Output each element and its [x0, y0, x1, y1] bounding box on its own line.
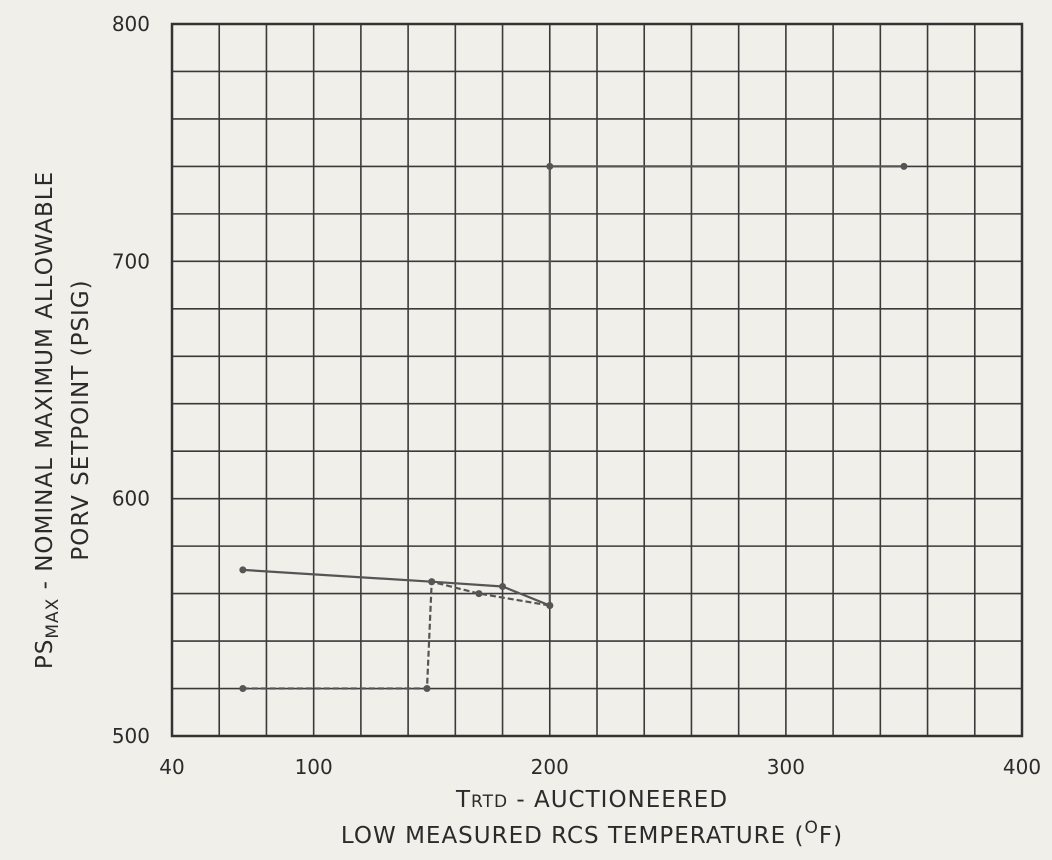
- data-point: [546, 162, 554, 170]
- x-axis-label-line2: LOW MEASURED RCS TEMPERATURE (OF): [341, 818, 843, 849]
- series-line-dashed: [242, 580, 550, 690]
- x-label-unit: F: [819, 823, 833, 849]
- data-point: [475, 590, 483, 598]
- data-point: [239, 566, 247, 574]
- x-label-rest: RTD: [471, 792, 508, 812]
- series-layer: [239, 162, 908, 693]
- x-label-lead: T: [455, 787, 471, 813]
- y-axis-label-line1: PSMAX - NOMINAL MAXIMUM ALLOWABLE: [32, 171, 63, 669]
- y-axis-label: PSMAX - NOMINAL MAXIMUM ALLOWABLE PORV S…: [32, 171, 94, 669]
- series-line-solid: [242, 165, 904, 608]
- data-point: [423, 685, 431, 693]
- x-label-close: ): [833, 823, 843, 849]
- data-point: [546, 601, 554, 609]
- y-tick-label: 800: [112, 12, 150, 36]
- data-point: [900, 162, 908, 170]
- x-label-superscript: O: [804, 818, 818, 838]
- x-tick-label: 40: [159, 755, 184, 779]
- x-tick-label: 400: [1003, 755, 1041, 779]
- y-label-tail: - NOMINAL MAXIMUM ALLOWABLE: [32, 171, 58, 598]
- x-label-text: LOW MEASURED RCS TEMPERATURE (: [341, 823, 805, 849]
- y-tick-label: 700: [112, 249, 150, 273]
- data-point: [499, 582, 507, 590]
- y-axis-label-line2: PORV SETPOINT (PSIG): [68, 279, 94, 560]
- y-tick-labels: 500 600 700 800: [112, 12, 150, 748]
- x-tick-label: 300: [767, 755, 805, 779]
- x-tick-label: 200: [531, 755, 569, 779]
- y-tick-label: 500: [112, 724, 150, 748]
- y-label-lead: PS: [32, 639, 58, 669]
- plot-frame: [170, 22, 1024, 738]
- data-point: [428, 578, 436, 586]
- y-tick-label: 600: [112, 487, 150, 511]
- x-tick-labels: 40 100 200 300 400: [159, 755, 1041, 779]
- data-point: [239, 685, 247, 693]
- x-tick-label: 100: [295, 755, 333, 779]
- x-axis-label-line1: TRTD - AUCTIONEERED: [455, 787, 728, 813]
- y-label-subscript: MAX: [43, 598, 63, 639]
- x-label-tail: - AUCTIONEERED: [508, 787, 728, 813]
- grid: [171, 23, 1023, 737]
